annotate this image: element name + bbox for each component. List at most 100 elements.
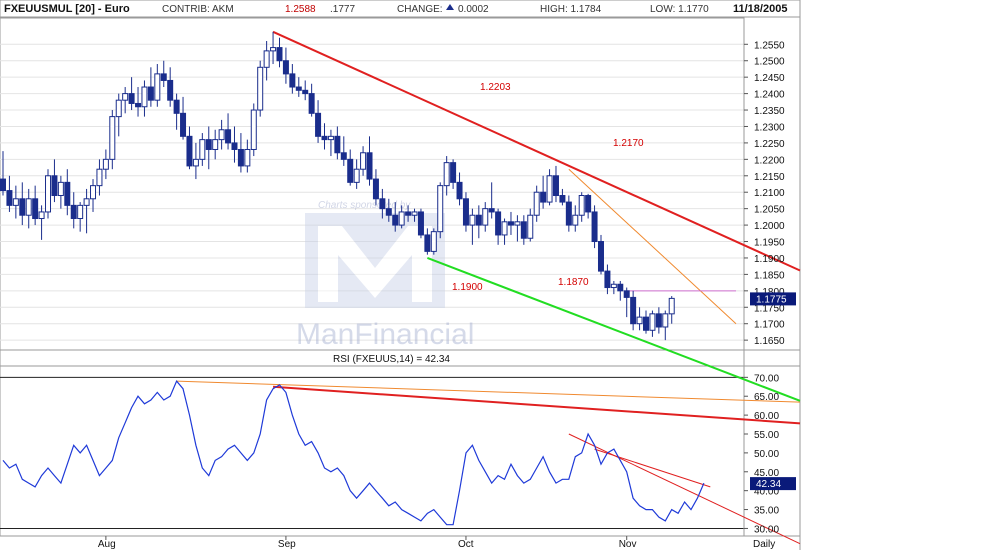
main-downtrend-line <box>272 30 801 272</box>
candle-down <box>643 316 649 331</box>
candle-up <box>192 158 199 167</box>
candle-up <box>77 204 84 220</box>
rsi-tick-label: 30.00 <box>754 524 779 535</box>
price-tick-label: 1.2450 <box>754 73 785 84</box>
up-arrow-icon <box>446 4 454 10</box>
candle-down <box>604 270 611 289</box>
candle-up <box>257 66 264 111</box>
annotation-label: 1.1870 <box>558 277 589 288</box>
candle-up <box>443 162 450 187</box>
candle-up <box>109 116 116 160</box>
last-price-label: .1777 <box>330 4 355 15</box>
candle-down <box>379 198 386 210</box>
candle-up <box>327 135 334 141</box>
candle-down <box>289 73 296 88</box>
candle-up <box>250 109 257 150</box>
watermark-brand: ManFinancial <box>296 318 474 351</box>
rsi-tick-label: 50.00 <box>754 449 779 460</box>
candle-up <box>527 214 534 239</box>
rsi-line <box>2 379 705 526</box>
candle-down <box>456 181 463 200</box>
candle-down <box>540 191 547 203</box>
candle-down <box>128 93 135 104</box>
candle-down <box>225 129 232 144</box>
rsi-title: RSI (FXEUUS,14) = 42.34 <box>333 354 450 365</box>
candle-down <box>347 158 354 183</box>
last-price-tag: 1.1775 <box>750 292 796 306</box>
price-tick-label: 1.2300 <box>754 122 785 133</box>
candle-up <box>662 313 669 328</box>
last-price-tag-text: 1.1775 <box>756 294 787 305</box>
price-tick-label: 1.1950 <box>754 238 785 249</box>
annotation-label: 1.1900 <box>452 282 483 293</box>
candle-down <box>366 152 373 180</box>
candle-down <box>623 290 630 298</box>
candle-down <box>276 47 283 62</box>
candle-up <box>141 86 148 108</box>
candle-down <box>321 135 328 141</box>
high-label: HIGH: 1.1784 <box>540 4 602 15</box>
low-label: LOW: 1.1770 <box>650 4 709 15</box>
price-trendlines <box>272 30 801 402</box>
candle-down <box>135 102 142 108</box>
man-logo <box>305 213 445 308</box>
rsi-tick-label: 45.00 <box>754 468 779 479</box>
candle-down <box>32 198 39 220</box>
header-bar: FXEUUSMUL [20] - Euro CONTRIB: AKM 1.258… <box>0 0 801 18</box>
candle-up <box>546 175 553 203</box>
candle-down <box>585 195 592 213</box>
x-tick-label: Aug <box>98 539 116 550</box>
candle-down <box>167 79 174 101</box>
candle-down <box>559 195 566 203</box>
candle-up <box>270 47 277 52</box>
candle-down <box>385 208 392 216</box>
candle-down <box>231 142 238 150</box>
high-marker-label: 1.2588 <box>285 4 316 15</box>
rsi-value-tag-text: 42.34 <box>756 479 781 490</box>
candle-down <box>630 296 637 325</box>
x-tick-label: Sep <box>278 539 296 550</box>
price-axis-labels: 1.1650 1.1700 1.1750 1.1800 1.1850 1.1900 1.19… <box>744 40 785 347</box>
candle-up <box>578 195 585 216</box>
price-tick-label: 1.2550 <box>754 40 785 51</box>
candle-down <box>488 208 495 213</box>
candle-up <box>212 139 219 150</box>
price-tick-label: 1.2200 <box>754 155 785 166</box>
rsi-gridlines <box>0 376 744 529</box>
candle-up <box>411 211 418 216</box>
candle-down <box>462 198 469 226</box>
rsi-tick-label: 60.00 <box>754 411 779 422</box>
candle-down <box>424 234 431 252</box>
price-tick-label: 1.1850 <box>754 270 785 281</box>
contrib-label: CONTRIB: AKM <box>162 4 234 15</box>
rsi-major-downtrend <box>272 385 801 425</box>
rsi-series <box>2 379 705 526</box>
candle-down <box>655 313 662 328</box>
candle-down <box>507 221 514 226</box>
change-label: CHANGE: <box>397 4 443 15</box>
candle-down <box>70 204 77 220</box>
candle-up <box>122 93 129 101</box>
candle-down <box>186 135 193 167</box>
price-tick-label: 1.2000 <box>754 221 785 232</box>
candle-up <box>57 181 64 197</box>
annotation-label: 1.2203 <box>480 82 511 93</box>
candle-down <box>282 60 289 75</box>
candlesticks <box>0 31 675 341</box>
price-tick-label: 1.1650 <box>754 336 785 347</box>
candle-down <box>597 241 604 272</box>
candle-up <box>96 168 103 187</box>
change-value: 0.0002 <box>458 4 489 15</box>
candle-up <box>636 316 643 325</box>
candle-down <box>302 89 309 95</box>
interval-label: Daily <box>753 539 775 550</box>
rsi-tick-label: 70.00 <box>754 373 779 384</box>
candle-up <box>501 221 508 236</box>
rsi-tick-label: 35.00 <box>754 506 779 517</box>
uptrend-line <box>427 257 801 402</box>
candle-up <box>45 175 52 213</box>
candle-up <box>115 99 122 118</box>
candle-down <box>315 112 322 137</box>
candle-down <box>417 211 424 236</box>
